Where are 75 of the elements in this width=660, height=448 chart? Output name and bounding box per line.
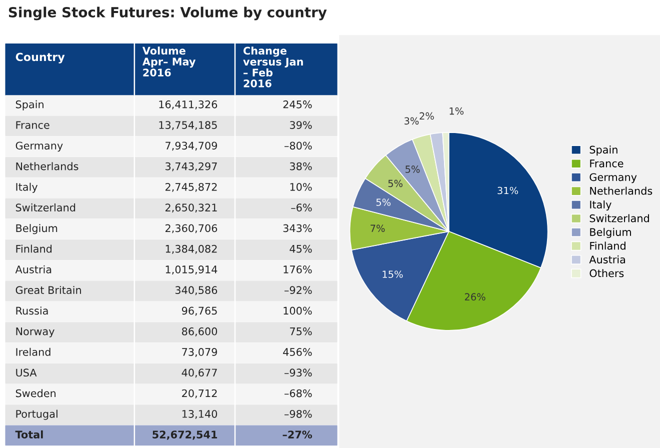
category-label: Great Britain (16, 286, 81, 294)
category-label: France (16, 121, 50, 129)
data-label: 2,745,872 (165, 182, 217, 192)
category-label: Switzerland (16, 203, 76, 212)
data-label: 2% (420, 112, 434, 120)
legend-label: Finland (590, 242, 626, 250)
data-label: 15% (382, 270, 403, 278)
text: Country (16, 52, 65, 64)
data-label: 2,650,321 (165, 204, 217, 213)
category-label: Russia (16, 306, 48, 315)
data-label: 100% (284, 306, 312, 315)
legend-label: Italy (590, 200, 612, 211)
data-label: 176% (284, 266, 312, 274)
category-label: Austria (15, 265, 52, 274)
data-label: 5% (388, 180, 403, 188)
data-label: 1,015,914 (166, 266, 218, 274)
data-label: 5% (406, 166, 420, 173)
data-label: 40,677 (182, 368, 217, 378)
data-label: 31% (498, 186, 518, 194)
data-label: 13,754,185 (159, 121, 217, 130)
data-label: 3% (404, 117, 419, 125)
data-label: –98% (284, 410, 312, 418)
data-label: 26% (464, 293, 486, 301)
legend-label: France (590, 160, 624, 168)
data-label: 75% (290, 327, 312, 336)
data-label: 45% (290, 244, 312, 253)
category-label: Ireland (16, 348, 50, 356)
category-label: Portugal (16, 410, 58, 420)
data-label: 343% (283, 224, 312, 232)
category-label: Finland (16, 244, 52, 253)
data-label: 5% (376, 198, 391, 206)
legend-label: Germany (590, 173, 637, 184)
data-label: –92% (284, 286, 312, 294)
legend-label: Netherlands (590, 186, 652, 195)
data-label: 13,140 (182, 410, 218, 419)
legend-label: Switzerland (590, 214, 649, 222)
legend-label: Belgium (590, 228, 631, 238)
data-label: 1% (450, 107, 464, 115)
legend-label: Others (590, 269, 624, 278)
legend-label: Austria (589, 255, 625, 264)
data-label: 10% (290, 182, 312, 191)
data-label: 73,079 (182, 348, 218, 357)
category-label: Germany (16, 142, 63, 152)
data-label: 245% (283, 100, 312, 108)
data-label: 39% (290, 121, 312, 129)
category-label: Norway (16, 328, 54, 338)
category-label: Spain (16, 100, 44, 110)
series-label: Change versus Jan – Feb 2016 (243, 46, 303, 88)
category-label: Italy (16, 182, 38, 193)
data-label: –68% (284, 389, 312, 398)
data-label: 3,743,297 (166, 162, 217, 172)
data-label: 38% (290, 162, 312, 170)
text: Single Stock Futures: Volume by country (8, 6, 327, 20)
data-label: 7% (370, 224, 385, 232)
data-label: 456% (283, 348, 312, 356)
data-label: 2,360,706 (165, 224, 218, 234)
data-label: 52,672,541 (152, 430, 218, 440)
category-label: USA (16, 368, 37, 377)
series-label: Volume Apr– May 2016 (142, 46, 196, 76)
data-label: 96,765 (182, 306, 217, 316)
category-label: Belgium (16, 224, 58, 234)
data-label: –27% (282, 430, 312, 438)
legend-label: Spain (590, 146, 618, 156)
data-label: –93% (284, 368, 312, 377)
data-label: 340,586 (175, 286, 218, 296)
data-label: 20,712 (182, 389, 217, 398)
data-label: 7,934,709 (166, 142, 218, 151)
category-label: Netherlands (16, 162, 78, 170)
data-label: 16,411,326 (159, 100, 218, 110)
category-label: Total (15, 430, 43, 438)
data-label: 86,600 (182, 327, 218, 336)
category-label: Sweden (16, 389, 56, 398)
data-label: –80% (284, 142, 312, 150)
data-label: 1,384,082 (166, 244, 217, 254)
data-label: –6% (291, 204, 312, 212)
